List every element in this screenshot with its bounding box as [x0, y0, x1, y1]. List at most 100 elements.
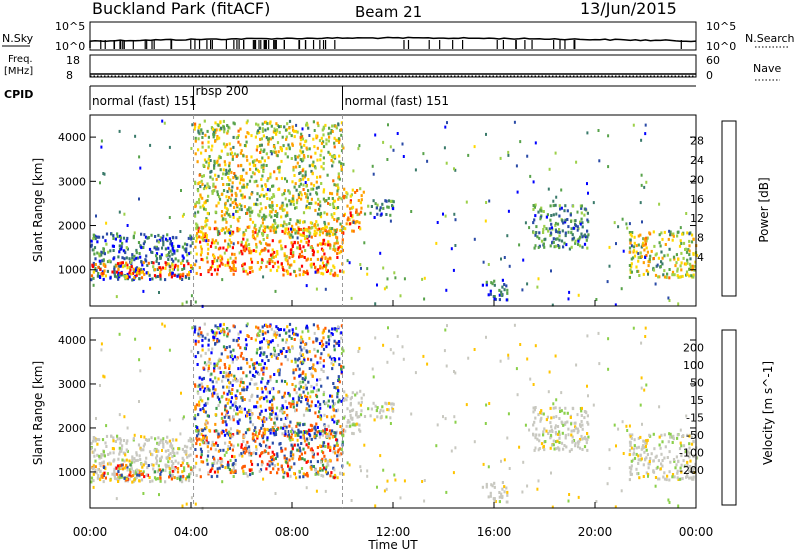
- velocity-cell: [302, 390, 305, 394]
- power-cell: [228, 187, 231, 191]
- power-cell: [692, 266, 695, 270]
- velocity-cell: [242, 386, 245, 390]
- power-cell: [576, 225, 579, 229]
- power-cell: [281, 193, 284, 197]
- power-cell: [635, 250, 638, 254]
- power-cell: [314, 208, 317, 212]
- velocity-cell: [340, 324, 343, 328]
- power-cell: [488, 199, 491, 203]
- power-cell: [268, 188, 271, 192]
- velocity-cell: [233, 374, 236, 378]
- velocity-cell: [587, 394, 589, 398]
- power-cell: [375, 206, 378, 210]
- power-cell: [242, 185, 246, 189]
- y-tick-label: 1000: [58, 264, 86, 277]
- velocity-cell: [319, 444, 322, 448]
- power-cell: [290, 200, 293, 203]
- velocity-cell: [198, 400, 201, 404]
- power-cell: [114, 237, 117, 241]
- power-cell: [503, 283, 506, 286]
- velocity-cell: [301, 353, 305, 357]
- velocity-cell: [336, 408, 340, 412]
- velocity-cell: [232, 470, 235, 474]
- velocity-cell: [125, 477, 128, 481]
- power-cell: [659, 265, 662, 268]
- velocity-cell: [226, 447, 230, 451]
- power-cell: [228, 265, 231, 269]
- velocity-cell: [293, 443, 296, 447]
- power-cell: [267, 249, 270, 253]
- power-cell: [142, 261, 145, 265]
- power-cell: [453, 212, 456, 216]
- velocity-cell: [234, 469, 237, 473]
- velocity-cell: [256, 405, 259, 409]
- power-cell: [255, 167, 258, 171]
- freq-label-line2: [MHz]: [4, 66, 33, 77]
- velocity-cell: [199, 396, 202, 400]
- velocity-cell: [213, 457, 216, 461]
- velocity-cell: [297, 398, 300, 402]
- power-cell: [264, 183, 267, 187]
- velocity-cell: [216, 430, 219, 433]
- velocity-cell: [236, 420, 239, 424]
- power-cell: [229, 256, 232, 260]
- power-cell: [236, 186, 239, 190]
- velocity-cell: [391, 402, 394, 406]
- velocity-cell: [99, 478, 102, 482]
- velocity-cell: [338, 363, 341, 367]
- velocity-cell: [312, 455, 315, 459]
- power-cell: [617, 225, 620, 229]
- velocity-cell: [646, 453, 649, 456]
- power-cell: [147, 236, 150, 240]
- power-cell: [204, 149, 207, 153]
- power-cell: [100, 253, 103, 257]
- power-cell: [315, 287, 318, 291]
- velocity-cell: [299, 385, 302, 389]
- velocity-cell: [688, 451, 691, 455]
- velocity-cell: [490, 483, 493, 487]
- velocity-cell: [219, 448, 222, 452]
- power-cell: [521, 288, 524, 292]
- velocity-cell: [126, 426, 129, 430]
- power-cell: [291, 235, 294, 239]
- velocity-cell: [228, 446, 231, 450]
- velocity-cell: [285, 460, 288, 464]
- power-cell: [335, 206, 338, 210]
- power-cell: [682, 256, 685, 260]
- power-cell: [298, 221, 301, 225]
- velocity-cell: [271, 410, 274, 414]
- velocity-cell: [319, 467, 322, 470]
- power-cell: [633, 241, 636, 245]
- velocity-cell: [226, 414, 228, 418]
- power-cell: [212, 184, 215, 188]
- power-cell: [215, 204, 218, 208]
- velocity-cell: [277, 390, 280, 394]
- power-cell: [414, 168, 417, 172]
- velocity-cell: [255, 452, 258, 456]
- power-cell: [197, 229, 200, 233]
- velocity-cell: [539, 419, 542, 423]
- power-cell: [227, 169, 230, 173]
- velocity-cell: [639, 403, 642, 407]
- velocity-cell: [248, 427, 251, 431]
- power-cell: [608, 264, 611, 268]
- velocity-cell: [248, 453, 251, 457]
- power-cell: [240, 149, 243, 153]
- power-cell: [173, 265, 177, 269]
- velocity-cell: [231, 360, 234, 364]
- velocity-cell: [288, 401, 291, 405]
- velocity-cell: [210, 372, 213, 376]
- power-cell: [337, 122, 340, 126]
- velocity-cell: [291, 400, 294, 403]
- velocity-cell: [220, 352, 223, 356]
- power-cell: [290, 230, 293, 234]
- power-cell: [200, 250, 203, 254]
- velocity-cell: [391, 408, 395, 411]
- velocity-cell: [532, 423, 535, 427]
- power-cell: [102, 263, 106, 267]
- power-cell: [684, 262, 687, 266]
- power-cell: [120, 271, 123, 275]
- power-cell: [187, 252, 191, 256]
- power-cell: [260, 148, 263, 152]
- velocity-cell: [144, 438, 148, 441]
